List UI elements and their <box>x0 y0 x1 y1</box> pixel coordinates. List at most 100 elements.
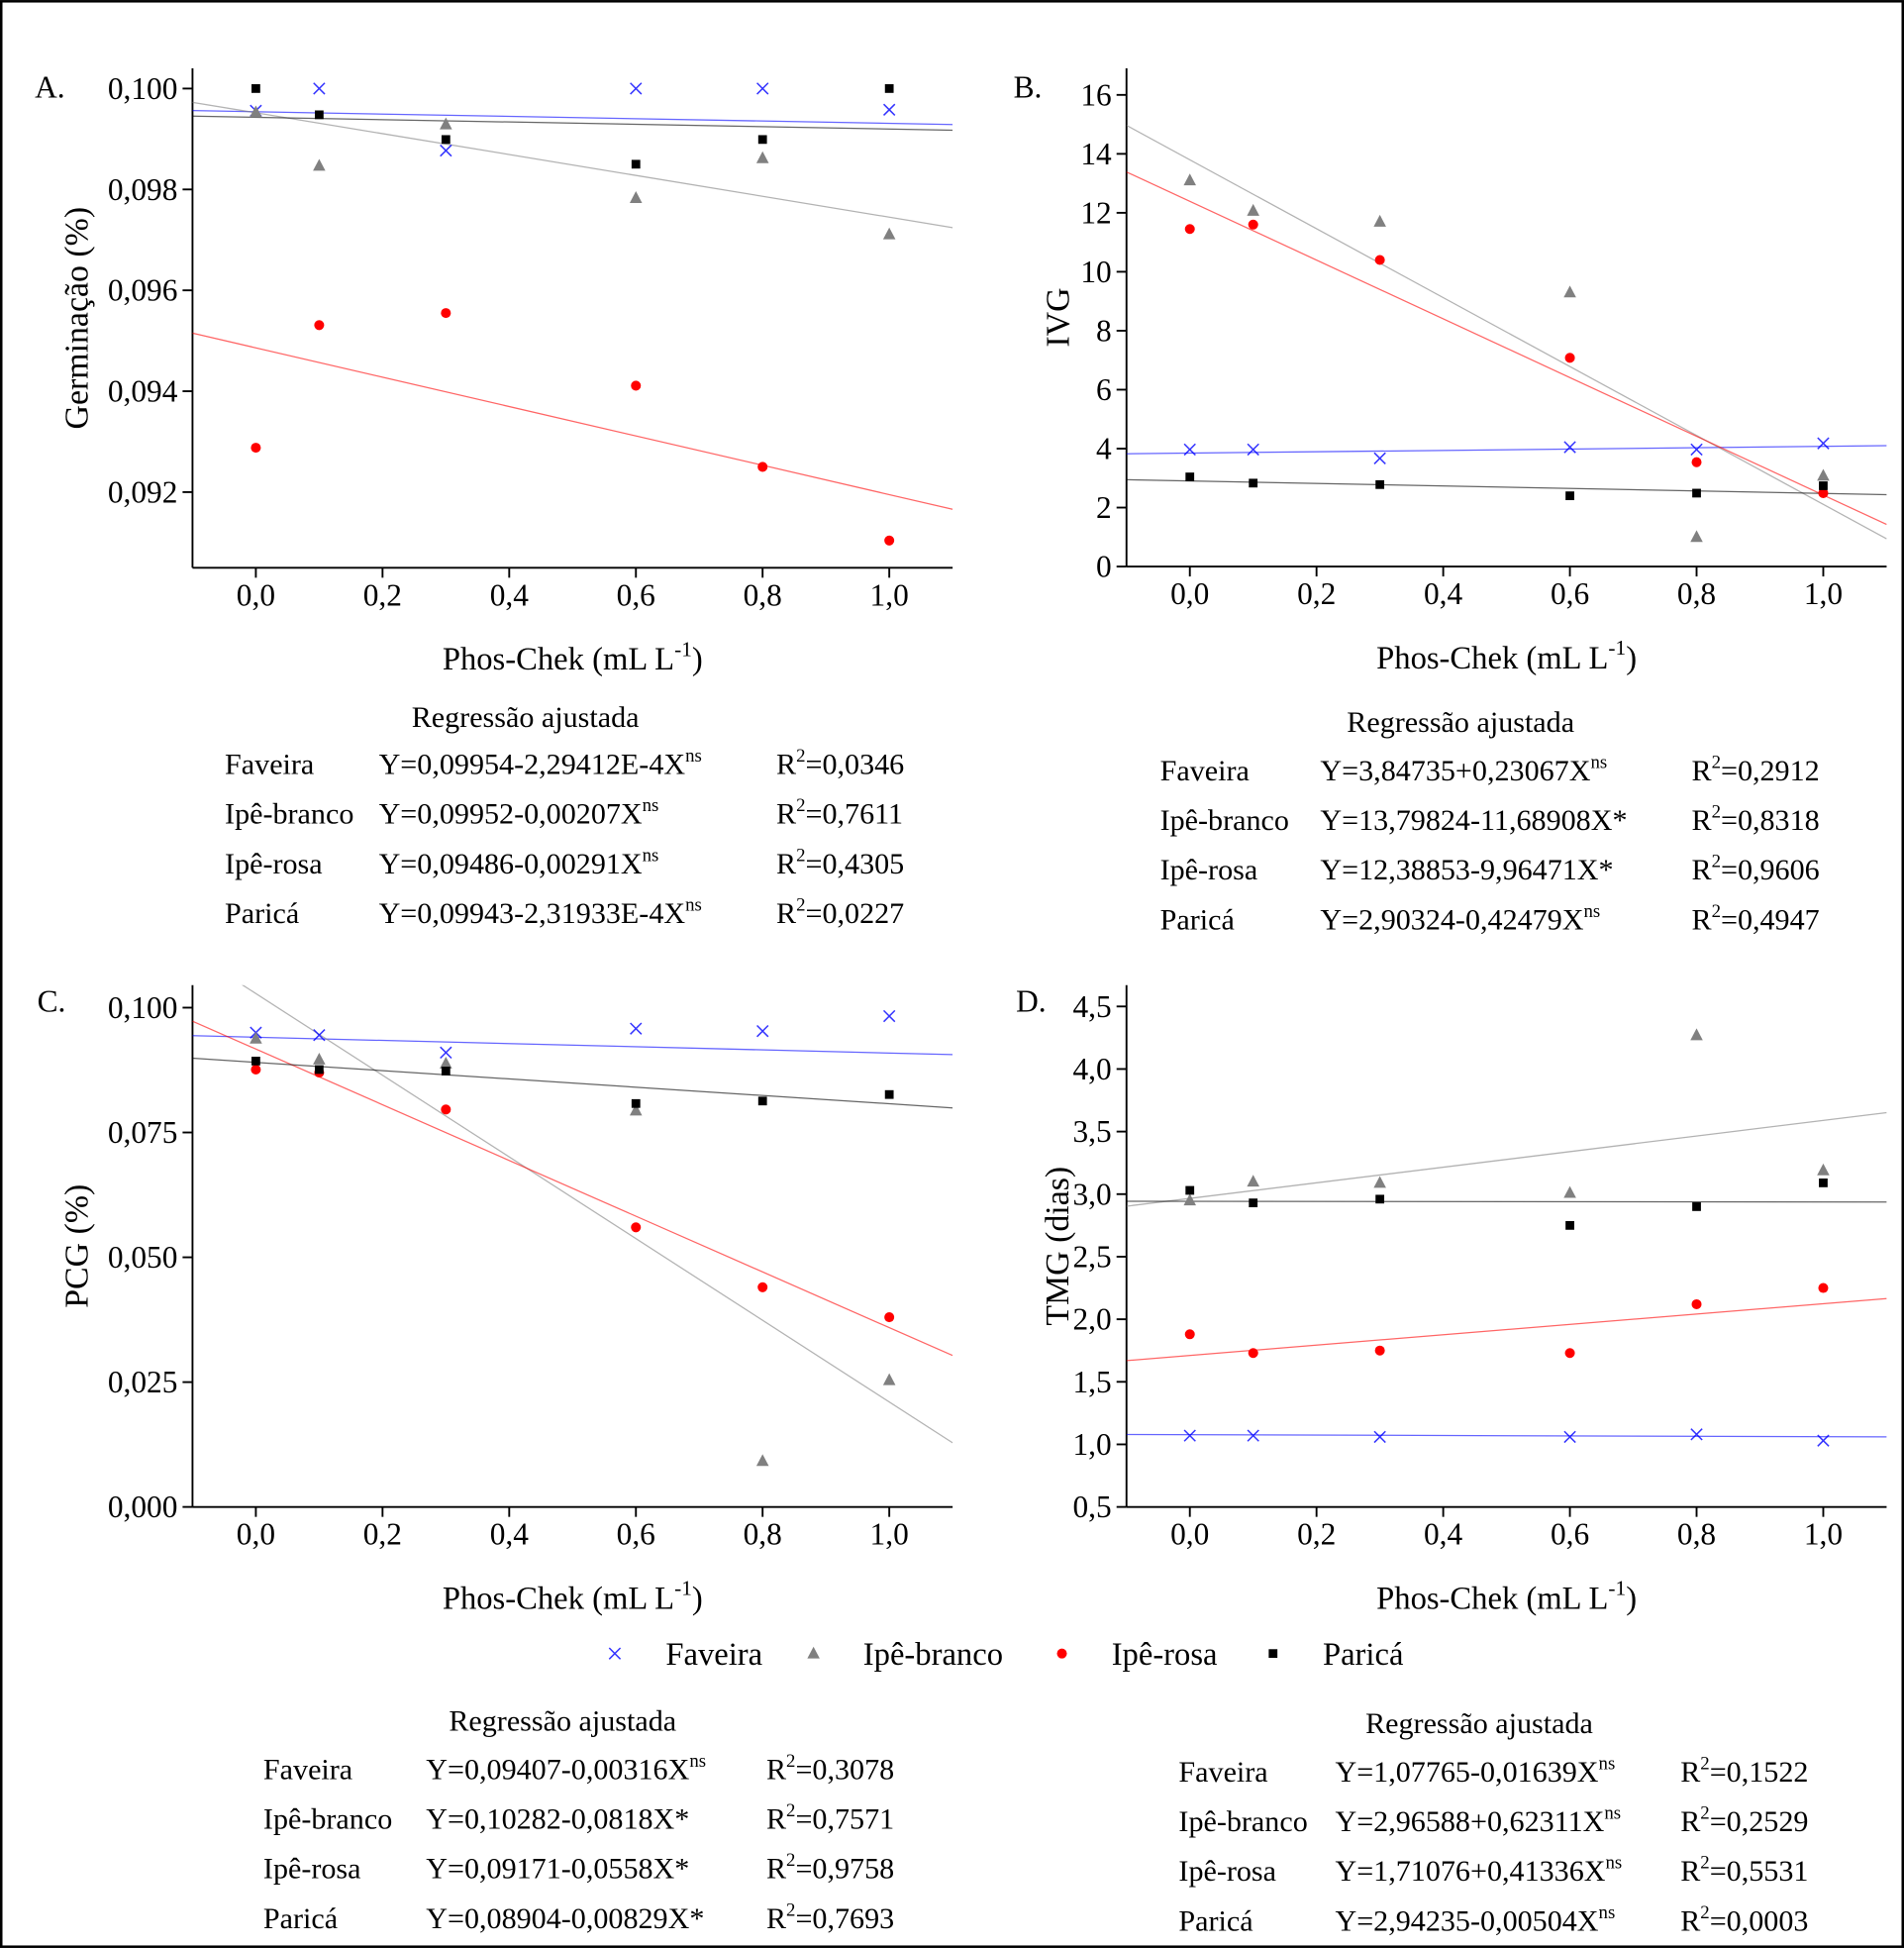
panel-label: C. <box>38 984 66 1019</box>
marker-triangle <box>882 227 896 240</box>
marker-x <box>1690 443 1703 457</box>
x-tick-label: 0,8 <box>1677 1517 1716 1552</box>
x-tick-label: 1,0 <box>1804 576 1843 611</box>
x-axis-title: Phos-Chek (mL L-1) <box>1376 636 1637 676</box>
y-tick-label: 6 <box>1096 372 1112 407</box>
x-tick-label: 0,4 <box>490 577 530 612</box>
r2-exponent: 2 <box>796 845 805 866</box>
equation: Y=2,94235-0,00504X <box>1335 1903 1598 1937</box>
legend-marker <box>807 1646 820 1659</box>
r2-symbol: R <box>1691 754 1712 787</box>
x-tick-label: 0,4 <box>490 1517 530 1552</box>
x-tick-label: 0,2 <box>1297 576 1336 611</box>
marker-circle <box>1184 224 1195 235</box>
marker-square <box>1249 1198 1258 1208</box>
marker-triangle <box>1247 203 1259 216</box>
regression-title: Regressão ajustada <box>1347 705 1574 739</box>
regression-equation: Y=2,90324-0,42479Xns <box>1320 901 1600 937</box>
marker-square <box>251 1057 260 1066</box>
r2-symbol: R <box>1680 1755 1701 1789</box>
x-tick-label: 0,4 <box>1424 576 1463 611</box>
regression-equation: Y=0,09952-0,00207Xns <box>379 795 659 831</box>
regression-equation: Y=1,07765-0,01639Xns <box>1335 1753 1615 1789</box>
regression-r2: R2=0,3078 <box>766 1751 894 1787</box>
regression-equation: Y=0,09171-0,0558X* <box>426 1852 689 1886</box>
r2-exponent: 2 <box>786 1800 795 1821</box>
marker-circle <box>1374 1345 1385 1356</box>
marker-x <box>882 103 896 116</box>
x-tick-label: 0,6 <box>1551 1517 1589 1552</box>
regression-line <box>192 332 953 510</box>
regression-name: Faveira <box>263 1752 352 1786</box>
r2-symbol: R <box>1680 1854 1701 1888</box>
marker-x <box>1183 443 1196 457</box>
r2-value: =0,4305 <box>805 847 904 880</box>
equation: Y=3,84735+0,23067X <box>1320 754 1590 787</box>
regression-equation: Y=3,84735+0,23067Xns <box>1320 752 1607 787</box>
legend-label: Paricá <box>1323 1637 1404 1673</box>
x-tick-label: 0,8 <box>744 577 782 612</box>
equation: Y=0,10282-0,0818X* <box>426 1802 689 1836</box>
regression-name: Ipê-branco <box>1160 803 1289 837</box>
r2-symbol: R <box>1691 803 1712 837</box>
y-tick-label: 16 <box>1080 77 1111 112</box>
regression-r2: R2=0,7693 <box>766 1899 894 1935</box>
r2-value: =0,0003 <box>1710 1903 1809 1937</box>
marker-triangle <box>1247 1175 1259 1187</box>
marker-square <box>314 110 324 120</box>
r2-value: =0,2912 <box>1721 754 1820 787</box>
marker-triangle <box>1183 1193 1196 1206</box>
x-tick-label: 0,4 <box>1424 1517 1463 1552</box>
marker-x <box>1563 1430 1576 1444</box>
r2-exponent: 2 <box>796 795 805 816</box>
marker-square <box>1375 479 1385 489</box>
marker-x <box>756 82 769 95</box>
significance: ns <box>643 795 659 816</box>
marker-square <box>1375 1194 1385 1204</box>
regression-name: Ipê-rosa <box>1178 1854 1276 1888</box>
equation: Y=1,71076+0,41336X <box>1335 1854 1605 1888</box>
marker-x <box>313 1029 326 1042</box>
y-tick-label: 0,100 <box>108 990 178 1025</box>
x-axis-title-exponent: -1 <box>674 637 692 661</box>
y-tick-label: 0,098 <box>108 172 178 207</box>
equation: Y=2,90324-0,42479X <box>1320 902 1583 936</box>
r2-exponent: 2 <box>1712 752 1721 772</box>
marker-circle <box>631 380 642 391</box>
marker-triangle <box>1690 530 1703 543</box>
marker-x <box>1563 441 1576 454</box>
y-tick-label: 0,094 <box>108 374 178 409</box>
equation: Y=0,09407-0,00316X <box>426 1752 689 1786</box>
r2-value: =0,9758 <box>795 1852 894 1886</box>
marker-triangle <box>440 117 452 130</box>
x-axis-title-end: ) <box>692 1582 703 1617</box>
marker-x <box>882 1009 896 1023</box>
r2-value: =0,3078 <box>795 1752 894 1786</box>
r2-exponent: 2 <box>786 1751 795 1772</box>
regression-name: Faveira <box>225 748 314 781</box>
equation: Y=0,08904-0,00829X* <box>426 1901 704 1935</box>
regression-line <box>1126 1111 1887 1207</box>
r2-exponent: 2 <box>1712 901 1721 922</box>
y-tick-label: 0 <box>1096 550 1112 584</box>
x-axis-title-main: Phos-Chek (mL L <box>1376 641 1608 676</box>
x-tick-label: 1,0 <box>870 1517 909 1552</box>
marker-square <box>1692 488 1701 498</box>
y-tick-label: 0,025 <box>108 1365 178 1399</box>
x-tick-label: 0,6 <box>617 577 655 612</box>
x-tick-label: 0,2 <box>363 1517 402 1552</box>
r2-exponent: 2 <box>1700 1802 1709 1823</box>
x-axis-title-exponent: -1 <box>674 1577 692 1600</box>
marker-square <box>884 1089 894 1099</box>
marker-square <box>757 1096 767 1106</box>
x-axis-title-main: Phos-Chek (mL L <box>1376 1582 1608 1617</box>
y-tick-label: 0,100 <box>108 71 178 106</box>
y-axis-title: PCG (%) <box>58 1184 95 1308</box>
regression-equation: Y=2,96588+0,62311Xns <box>1335 1802 1621 1838</box>
regression-r2: R2=0,4305 <box>776 845 904 880</box>
x-axis-title-end: ) <box>692 642 703 677</box>
r2-symbol: R <box>776 896 797 930</box>
equation: Y=2,96588+0,62311X <box>1335 1804 1604 1838</box>
marker-circle <box>1248 219 1258 230</box>
